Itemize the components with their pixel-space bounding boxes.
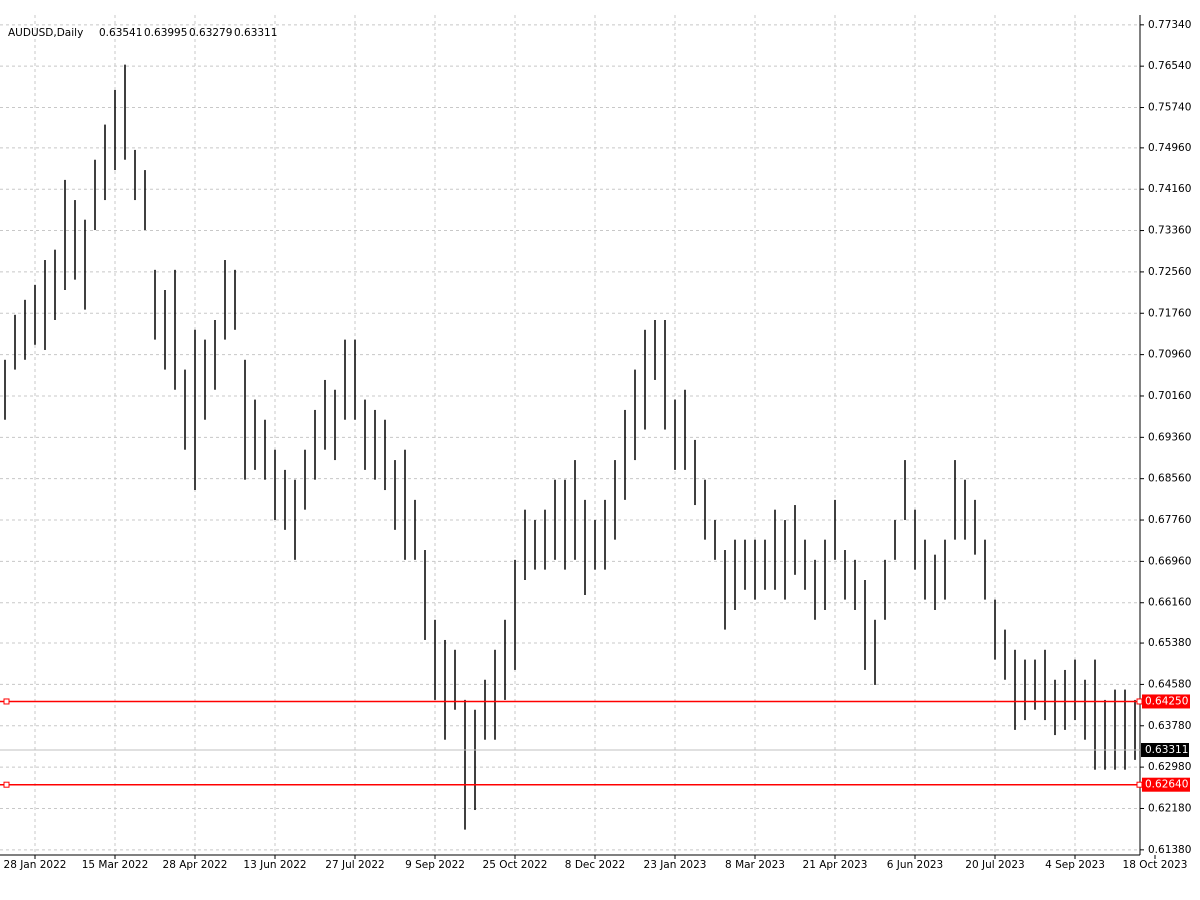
x-tick-label: 6 Jun 2023 — [887, 859, 943, 871]
level-handle — [3, 698, 10, 705]
y-tick-label: 0.69360 — [1148, 431, 1191, 443]
x-tick-label: 8 Dec 2022 — [565, 859, 625, 871]
quote-value: 0.63311 — [234, 27, 277, 39]
x-tick-label: 15 Mar 2022 — [82, 859, 149, 871]
level-handle — [1136, 698, 1143, 705]
y-tick-label: 0.71760 — [1148, 307, 1191, 319]
level-label: 0.62640 — [1145, 779, 1188, 791]
level-label: 0.64250 — [1145, 695, 1188, 707]
x-tick-label: 25 Oct 2022 — [483, 859, 548, 871]
x-tick-label: 21 Apr 2023 — [803, 859, 868, 871]
level-handle — [3, 781, 10, 788]
y-tick-label: 0.72560 — [1148, 266, 1191, 278]
x-tick-label: 20 Jul 2023 — [965, 859, 1024, 871]
current-price-box — [1141, 743, 1189, 758]
x-tick-label: 13 Jun 2022 — [243, 859, 306, 871]
y-tick-label: 0.62980 — [1148, 761, 1191, 773]
y-tick-label: 0.70160 — [1148, 390, 1191, 402]
y-tick-label: 0.73360 — [1148, 225, 1191, 237]
y-tick-label: 0.67760 — [1148, 514, 1191, 526]
y-tick-label: 0.75740 — [1148, 102, 1191, 114]
y-tick-label: 0.66160 — [1148, 597, 1191, 609]
x-tick-label: 28 Apr 2022 — [163, 859, 228, 871]
y-tick-label: 0.70960 — [1148, 349, 1191, 361]
y-tick-label: 0.77340 — [1148, 19, 1191, 31]
y-tick-label: 0.62180 — [1148, 802, 1191, 814]
level-box — [1142, 777, 1190, 792]
y-tick-label: 0.65380 — [1148, 637, 1191, 649]
quote-value: 0.63995 — [144, 27, 187, 39]
x-tick-label: 8 Mar 2023 — [725, 859, 785, 871]
y-tick-label: 0.68560 — [1148, 473, 1191, 485]
x-tick-label: 27 Jul 2022 — [325, 859, 384, 871]
current-price-label: 0.63311 — [1145, 744, 1188, 756]
x-tick-label: 28 Jan 2022 — [4, 859, 67, 871]
x-tick-label: 4 Sep 2023 — [1045, 859, 1105, 871]
level-box — [1142, 694, 1190, 709]
x-tick-label: 9 Sep 2022 — [405, 859, 465, 871]
y-tick-label: 0.76540 — [1148, 60, 1191, 72]
y-tick-label: 0.74960 — [1148, 142, 1191, 154]
y-tick-label: 0.61380 — [1148, 844, 1191, 856]
x-tick-label: 23 Jan 2023 — [644, 859, 707, 871]
y-tick-label: 0.63780 — [1148, 720, 1191, 732]
x-tick-label: 18 Oct 2023 — [1123, 859, 1188, 871]
y-tick-label: 0.66960 — [1148, 555, 1191, 567]
y-tick-label: 0.74160 — [1148, 183, 1191, 195]
chart-title: AUDUSD,Daily — [8, 27, 83, 39]
level-handle — [1136, 781, 1143, 788]
quote-value: 0.63279 — [189, 27, 232, 39]
y-tick-label: 0.64580 — [1148, 678, 1191, 690]
quote-value: 0.63541 — [99, 27, 142, 39]
